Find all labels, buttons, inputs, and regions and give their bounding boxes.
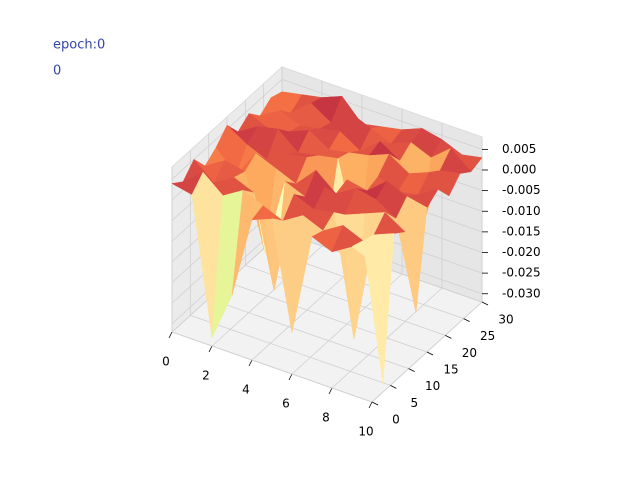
grid-line bbox=[208, 298, 409, 370]
y-tick-label: 25 bbox=[480, 329, 495, 343]
grid-line bbox=[281, 78, 483, 150]
z-tick-label: 0.005 bbox=[502, 142, 536, 156]
epoch-value: 0 bbox=[53, 64, 61, 79]
tick-mark bbox=[168, 331, 173, 339]
x-tick-label: 0 bbox=[162, 355, 170, 369]
grid-line bbox=[171, 331, 373, 403]
tick-mark bbox=[368, 401, 373, 409]
grid-line bbox=[226, 281, 428, 353]
x-tick-label: 10 bbox=[358, 425, 373, 439]
tick-mark bbox=[288, 373, 293, 381]
tick-mark bbox=[390, 384, 397, 389]
surface-patch bbox=[351, 240, 384, 384]
z-tick-label: -0.030 bbox=[502, 286, 541, 300]
y-tick-label: 20 bbox=[462, 346, 477, 360]
tick-mark bbox=[463, 318, 470, 323]
tick-mark bbox=[208, 345, 213, 353]
tick-mark bbox=[328, 387, 333, 395]
grid-line bbox=[245, 264, 446, 336]
tick-mark bbox=[248, 359, 253, 367]
epoch-label: epoch:0 bbox=[53, 38, 105, 53]
y-tick-label: 30 bbox=[498, 313, 513, 327]
grid-line bbox=[190, 314, 391, 386]
x-tick-label: 2 bbox=[202, 369, 210, 383]
z-tick-label: -0.005 bbox=[502, 183, 541, 197]
x-tick-label: 4 bbox=[242, 383, 250, 397]
z-tick-label: -0.010 bbox=[502, 204, 541, 218]
tick-mark bbox=[426, 351, 434, 356]
z-tick-label: -0.025 bbox=[502, 266, 541, 280]
z-tick-label: -0.015 bbox=[502, 224, 541, 238]
tick-mark bbox=[371, 401, 379, 406]
z-tick-label: 0.000 bbox=[502, 163, 536, 177]
z-tick-label: -0.020 bbox=[502, 245, 541, 259]
y-tick-label: 15 bbox=[443, 363, 458, 377]
y-tick-label: 5 bbox=[411, 396, 419, 410]
y-tick-label: 10 bbox=[425, 379, 440, 393]
tick-mark bbox=[445, 334, 452, 339]
x-tick-label: 8 bbox=[322, 411, 330, 425]
y-tick-label: 0 bbox=[392, 413, 400, 427]
tick-mark bbox=[481, 301, 489, 306]
tick-mark bbox=[408, 368, 415, 373]
x-tick-label: 6 bbox=[282, 397, 290, 411]
